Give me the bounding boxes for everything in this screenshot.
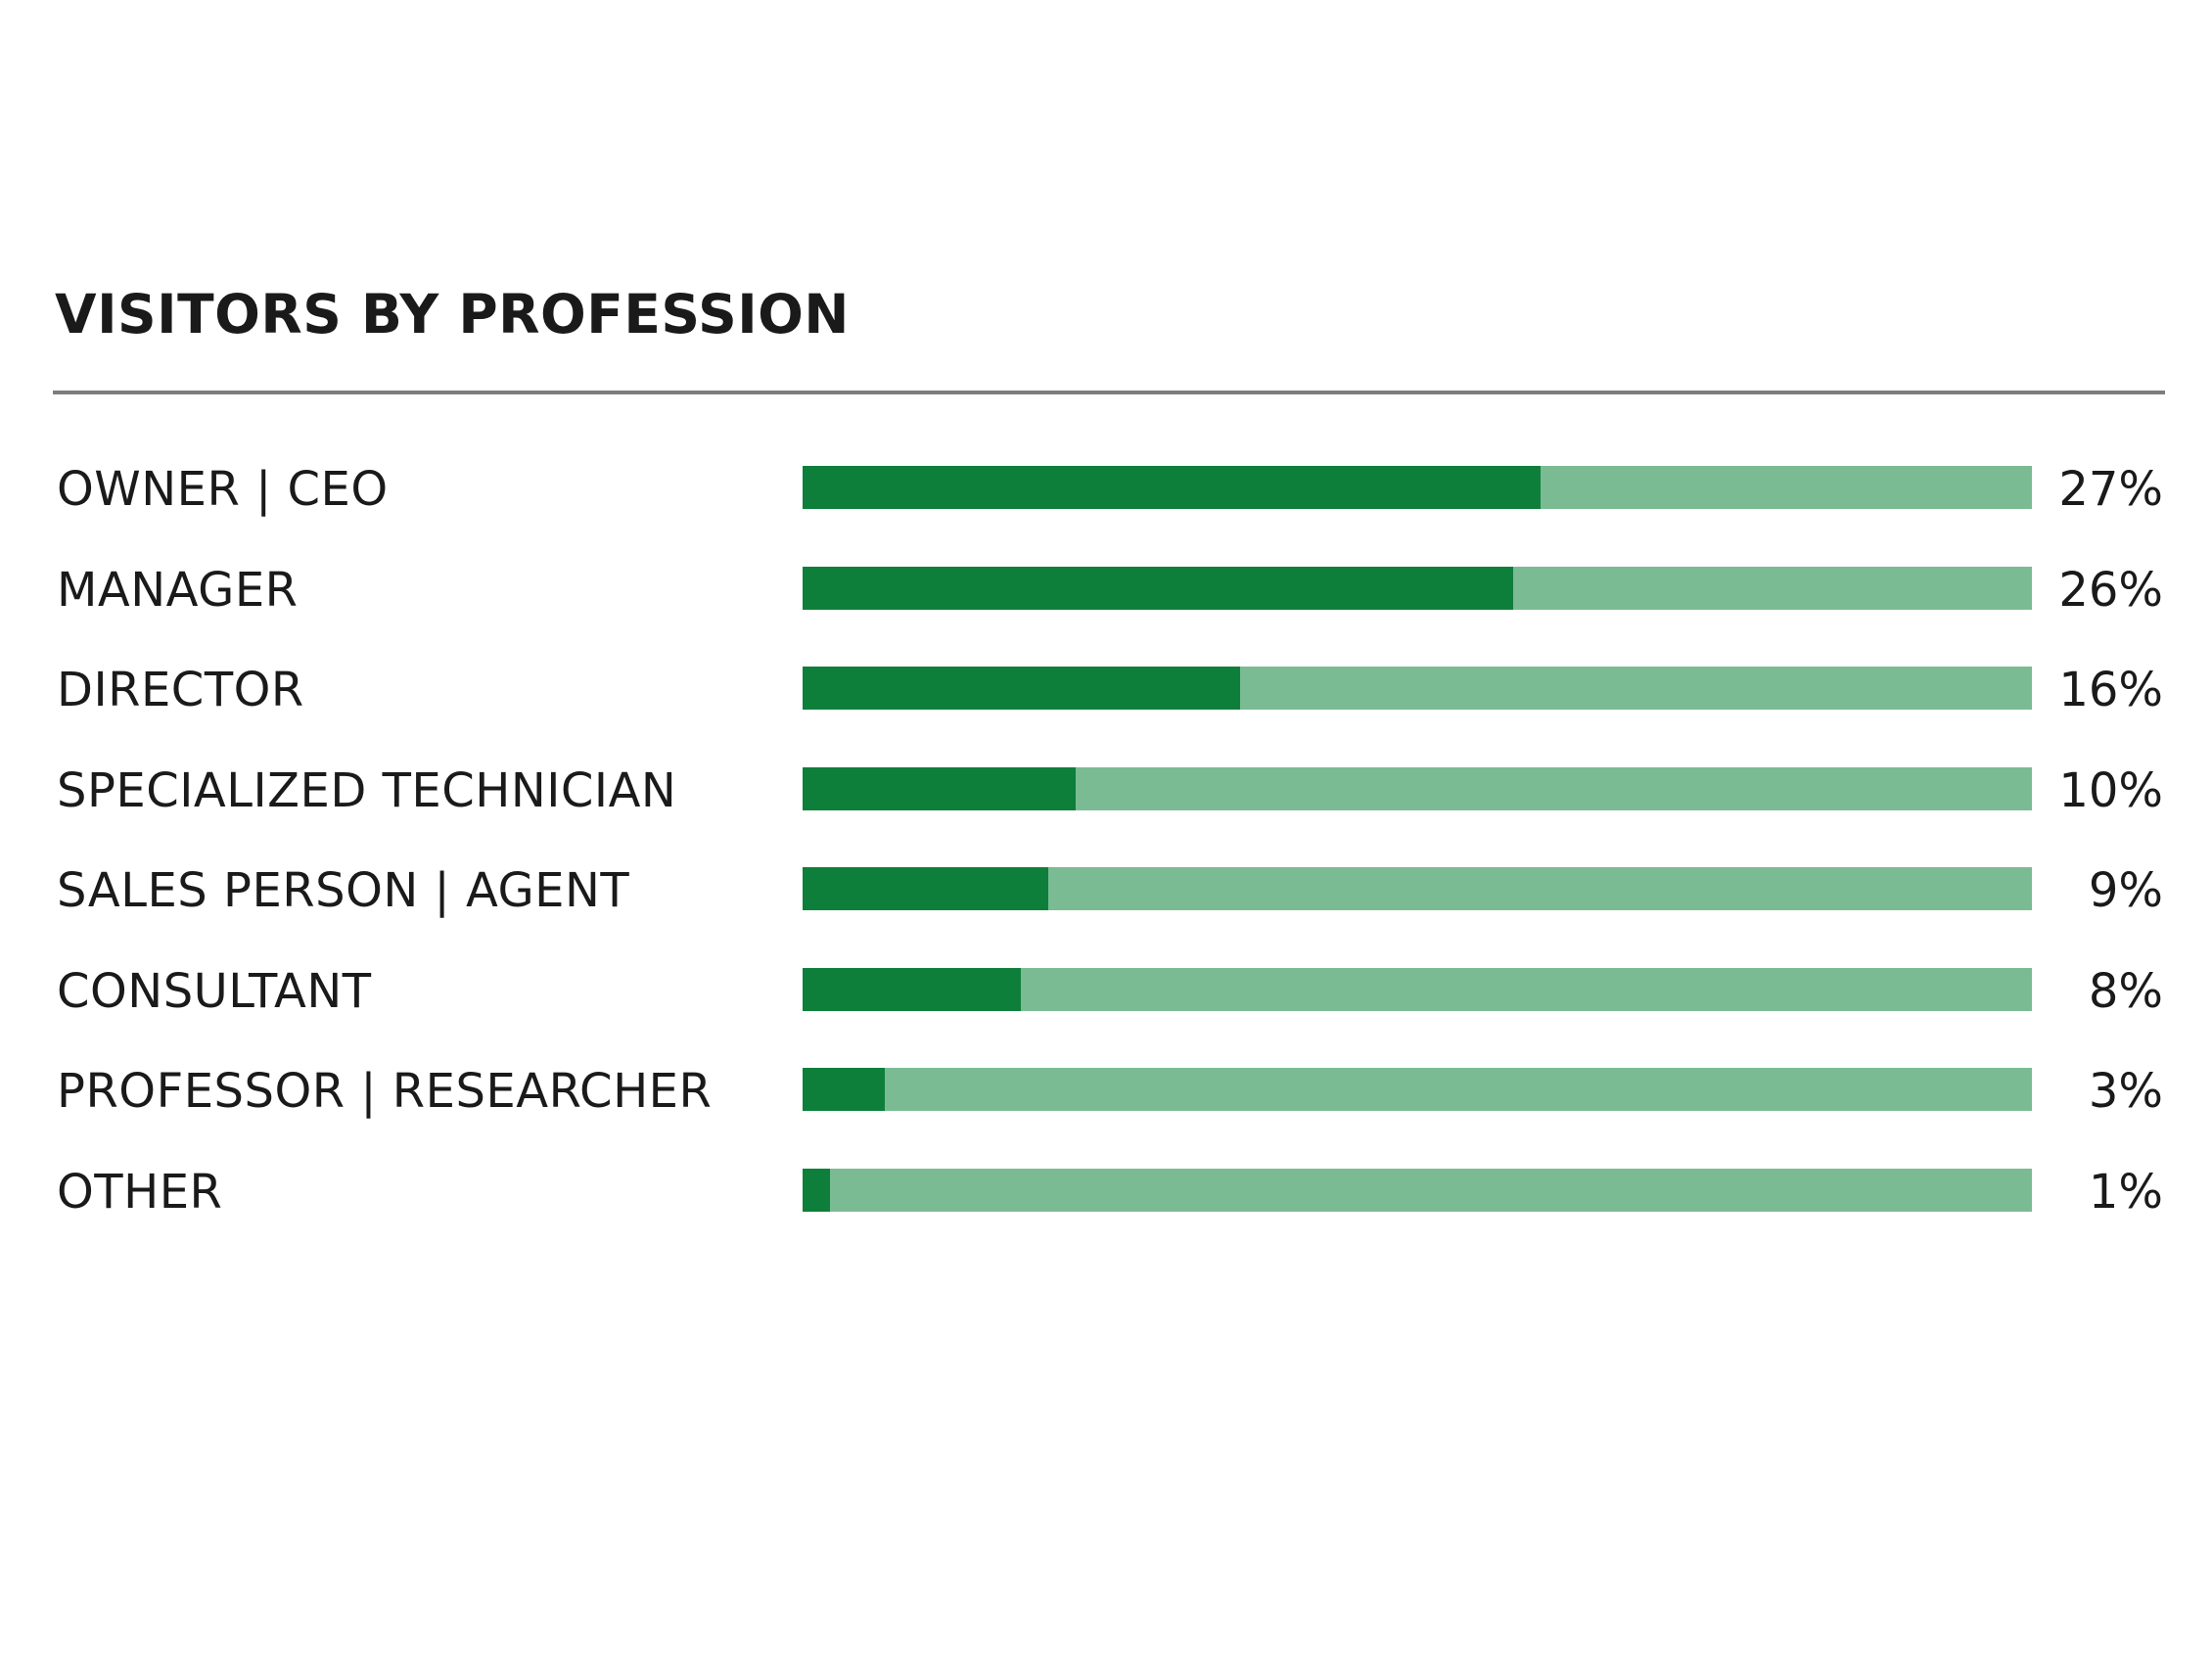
category-label: MANAGER [57,562,299,618]
value-label: 8% [2088,963,2163,1019]
bar [803,566,1513,610]
bar [803,1168,830,1212]
bar [803,1068,885,1111]
category-label: SALES PERSON | AGENT [57,863,630,918]
bar [803,967,1022,1011]
chart-title: VISITORS BY PROFESSION [55,283,850,346]
bar-track [803,1068,2032,1111]
category-label: SPECIALIZED TECHNICIAN [57,762,677,818]
category-label: OWNER | CEO [57,462,389,517]
bar [803,667,1240,710]
value-label: 10% [2058,762,2163,818]
bar [803,766,1077,810]
value-label: 3% [2088,1064,2163,1119]
bar-track [803,766,2032,810]
bar-row: OTHER 1% [0,1163,2212,1221]
category-label: PROFESSOR | RESEARCHER [57,1064,713,1119]
category-label: CONSULTANT [57,963,372,1019]
value-label: 27% [2058,462,2163,517]
bar-row: PROFESSOR | RESEARCHER 3% [0,1062,2212,1121]
value-label: 1% [2088,1164,2163,1220]
value-label: 26% [2058,562,2163,618]
bar-row: OWNER | CEO 27% [0,460,2212,519]
title-divider [53,391,2165,394]
bar-track [803,1168,2032,1212]
bar-row: SPECIALIZED TECHNICIAN 10% [0,761,2212,820]
bar [803,867,1049,910]
bar-track [803,466,2032,509]
bar-track [803,867,2032,910]
bar-track [803,967,2032,1011]
bar-track [803,667,2032,710]
bar-row: SALES PERSON | AGENT 9% [0,861,2212,920]
value-label: 9% [2088,863,2163,918]
bar-track [803,566,2032,610]
bar [803,466,1541,509]
bar-row: DIRECTOR 16% [0,661,2212,719]
bar-row: MANAGER 26% [0,561,2212,620]
category-label: DIRECTOR [57,663,304,717]
bar-row: CONSULTANT 8% [0,962,2212,1021]
value-label: 16% [2058,663,2163,717]
category-label: OTHER [57,1164,223,1220]
